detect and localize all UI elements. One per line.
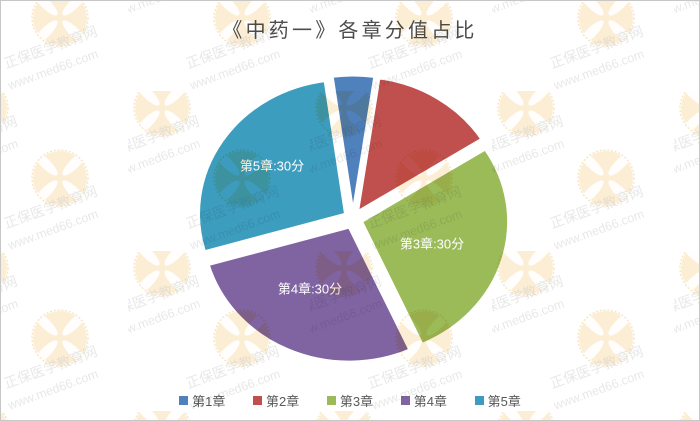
svg-text:第4章:30分: 第4章:30分	[278, 281, 342, 296]
svg-text:第5章:30分: 第5章:30分	[240, 158, 304, 173]
svg-text:第3章:30分: 第3章:30分	[400, 236, 464, 251]
